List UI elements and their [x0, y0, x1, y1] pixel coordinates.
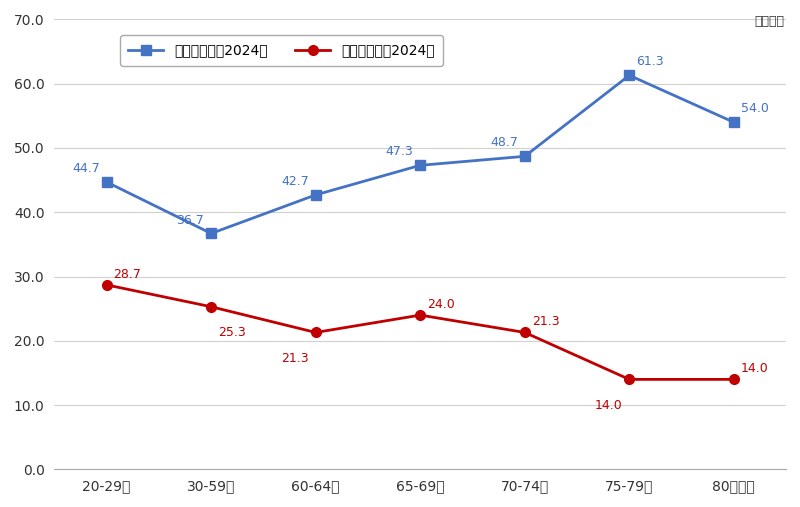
Text: 14.0: 14.0: [594, 399, 622, 412]
Line: 自信がない【2024】: 自信がない【2024】: [102, 280, 738, 384]
自信がない【2024】: [520, 330, 530, 336]
Text: 48.7: 48.7: [490, 136, 518, 150]
Line: 自信がある【2024】: 自信がある【2024】: [102, 70, 738, 238]
Text: 42.7: 42.7: [281, 175, 309, 188]
Text: 61.3: 61.3: [636, 55, 664, 68]
自信がある【2024】: [729, 119, 738, 125]
Text: 44.7: 44.7: [72, 162, 100, 175]
Text: 47.3: 47.3: [386, 146, 414, 158]
自信がない【2024】: [206, 304, 216, 310]
自信がある【2024】: [102, 179, 111, 185]
Legend: 自信がある【2024】, 自信がない【2024】: 自信がある【2024】, 自信がない【2024】: [120, 35, 443, 66]
Text: 単位：％: 単位：％: [754, 15, 784, 28]
自信がない【2024】: [729, 376, 738, 382]
自信がある【2024】: [625, 73, 634, 79]
Text: 24.0: 24.0: [427, 298, 455, 311]
自信がない【2024】: [415, 312, 425, 318]
Text: 54.0: 54.0: [741, 102, 769, 115]
自信がある【2024】: [415, 162, 425, 168]
自信がある【2024】: [520, 153, 530, 159]
Text: 28.7: 28.7: [114, 268, 142, 281]
Text: 14.0: 14.0: [741, 362, 769, 375]
Text: 21.3: 21.3: [281, 352, 309, 365]
自信がない【2024】: [311, 330, 321, 336]
Text: 25.3: 25.3: [218, 326, 246, 339]
自信がある【2024】: [206, 230, 216, 236]
自信がある【2024】: [311, 192, 321, 198]
Text: 36.7: 36.7: [177, 213, 204, 227]
Text: 21.3: 21.3: [532, 315, 559, 329]
自信がない【2024】: [102, 282, 111, 288]
自信がない【2024】: [625, 376, 634, 382]
